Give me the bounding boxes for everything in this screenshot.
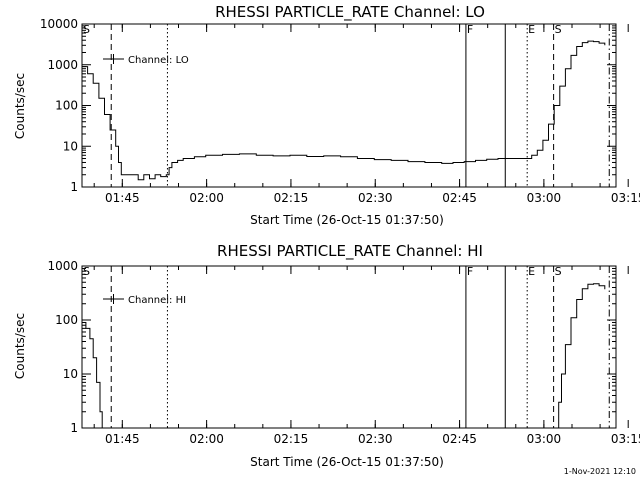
hi-channel-panel: RHESSI PARTICLE_RATE Channel: HI Counts/… [13, 242, 640, 469]
lo-legend-label: Channel: LO [128, 55, 189, 66]
lo-xtick-label: 02:30 [358, 191, 393, 205]
timestamp-footer: 1-Nov-2021 12:10 [564, 467, 636, 476]
hi-ytick-label: 10 [63, 367, 78, 381]
hi-xtick-label: 01:45 [105, 432, 140, 446]
lo-y-axis-label: Counts/sec [13, 73, 27, 139]
hi-y-axis-label: Counts/sec [13, 313, 27, 379]
hi-ytick-label: 1 [70, 421, 78, 435]
hi-xtick-label: 02:30 [358, 432, 393, 446]
lo-xtick-label: 02:15 [274, 191, 309, 205]
lo-series [82, 40, 606, 181]
lo-axis-ticks: 1 10 100 1000 10000 01:45 02:00 02:15 02:30 02:45… [40, 17, 640, 205]
hi-ytick-label: 1000 [47, 259, 78, 273]
lo-ytick-label: 100 [55, 99, 78, 113]
hi-legend: Channel: HI [103, 294, 186, 306]
hi-legend-label: Channel: HI [128, 295, 186, 306]
lo-plot-frame [81, 23, 617, 188]
hi-x-axis-label: Start Time (26-Oct-15 01:37:50) [250, 455, 444, 469]
hi-plot-frame [81, 265, 617, 429]
lo-ytick-label: 10 [63, 139, 78, 153]
lo-x-axis-label: Start Time (26-Oct-15 01:37:50) [250, 213, 444, 227]
hi-event-marker-label: E [528, 265, 535, 278]
hi-event-marker-label: F [467, 265, 473, 278]
hi-event-marker-label: S [83, 265, 90, 278]
lo-event-marker-label: S [83, 23, 90, 36]
lo-xtick-label: 03:15 [611, 191, 640, 205]
hi-xtick-label: 02:15 [274, 432, 309, 446]
hi-series-line [556, 283, 606, 429]
lo-ytick-label: 1 [70, 180, 78, 194]
lo-xtick-label: 02:00 [189, 191, 224, 205]
hi-series [82, 283, 606, 429]
lo-series-line [82, 40, 606, 181]
lo-legend: Channel: LO [103, 54, 189, 66]
hi-axis-ticks: 1 10 100 1000 01:45 02:00 02:15 02:30 02:45 03:00… [47, 259, 640, 446]
lo-event-marker-label: E [528, 23, 535, 36]
lo-event-marker-label: F [467, 23, 473, 36]
lo-channel-panel: RHESSI PARTICLE_RATE Channel: LO Counts/… [13, 3, 640, 227]
hi-xtick-label: 02:45 [442, 432, 477, 446]
hi-event-marker-label: S [555, 265, 562, 278]
hi-xtick-label: 03:15 [611, 432, 640, 446]
hi-ytick-label: 100 [55, 313, 78, 327]
lo-chart-title: RHESSI PARTICLE_RATE Channel: LO [215, 3, 485, 22]
hi-xtick-label: 02:00 [189, 432, 224, 446]
lo-ytick-label: 1000 [47, 58, 78, 72]
hi-xtick-label: 03:00 [527, 432, 562, 446]
lo-xtick-label: 03:00 [527, 191, 562, 205]
hi-series-line [82, 322, 103, 428]
hi-chart-title: RHESSI PARTICLE_RATE Channel: HI [217, 242, 483, 261]
lo-event-marker-label: S [555, 23, 562, 36]
lo-ytick-label: 10000 [40, 17, 78, 31]
lo-xtick-label: 02:45 [442, 191, 477, 205]
lo-xtick-label: 01:45 [105, 191, 140, 205]
